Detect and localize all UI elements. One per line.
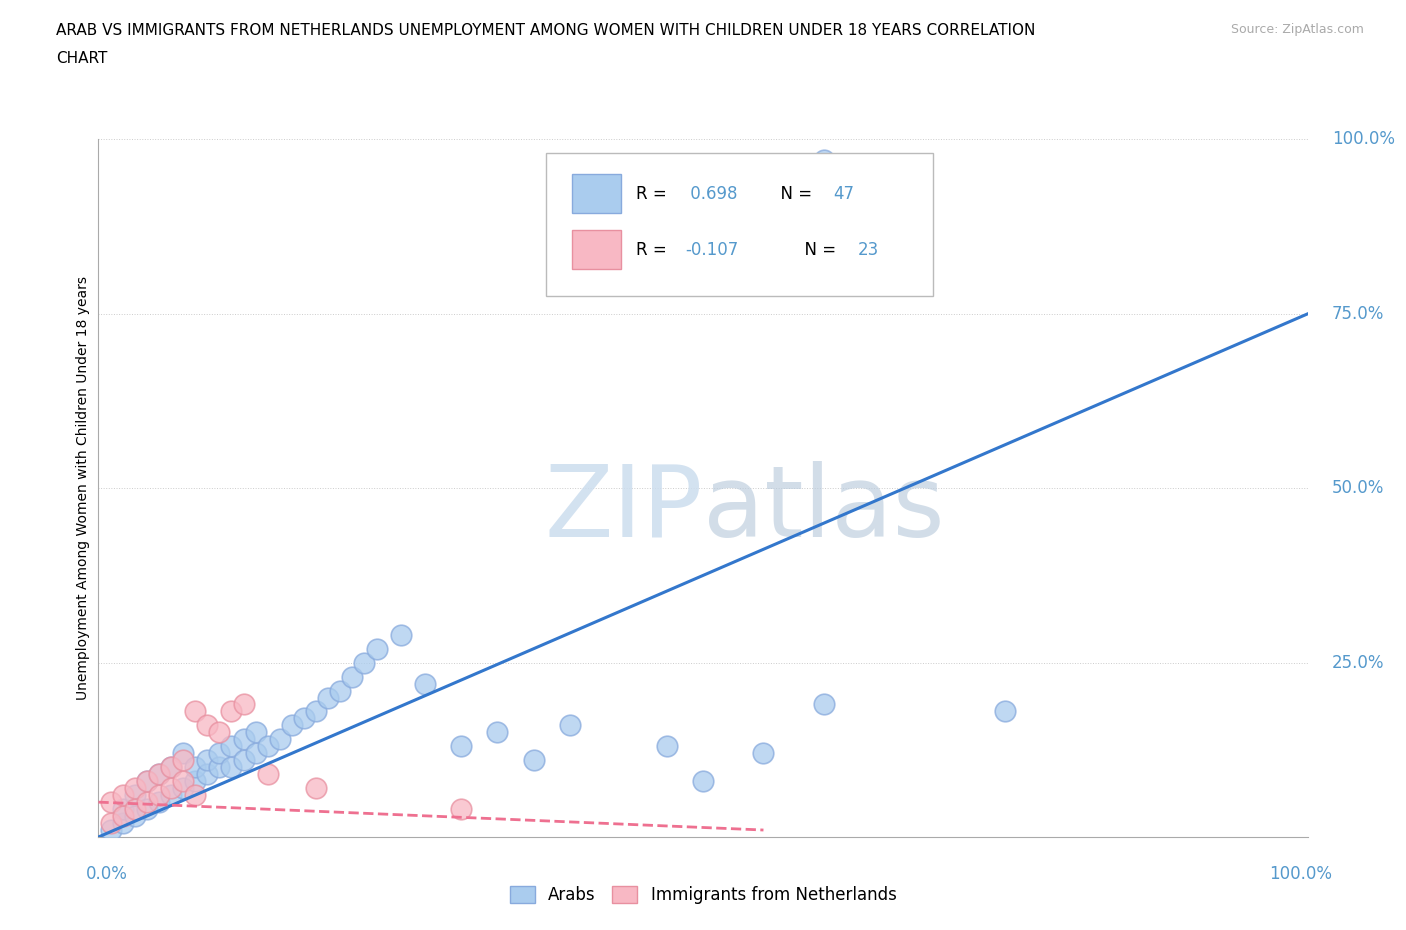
Point — [221, 738, 243, 753]
Point — [256, 766, 278, 781]
Point — [292, 711, 315, 725]
Point — [450, 738, 472, 753]
Point — [148, 766, 170, 781]
Point — [100, 823, 122, 837]
Point — [305, 781, 328, 796]
Point — [172, 746, 194, 761]
Point — [305, 704, 328, 719]
Point — [353, 655, 375, 670]
Text: Source: ZipAtlas.com: Source: ZipAtlas.com — [1230, 23, 1364, 36]
Point — [655, 738, 678, 753]
Point — [124, 788, 146, 803]
Point — [172, 753, 194, 768]
Point — [124, 809, 146, 824]
Point — [208, 746, 231, 761]
Point — [245, 746, 267, 761]
Point — [221, 704, 243, 719]
Point — [752, 746, 775, 761]
FancyBboxPatch shape — [572, 231, 621, 269]
Point — [124, 781, 146, 796]
Point — [523, 753, 546, 768]
Point — [184, 760, 207, 775]
Point — [135, 774, 157, 789]
Text: 100.0%: 100.0% — [1268, 865, 1331, 883]
Point — [100, 794, 122, 809]
Point — [111, 809, 134, 824]
Point — [269, 732, 291, 747]
Point — [486, 725, 509, 740]
Point — [111, 788, 134, 803]
Point — [195, 718, 218, 733]
Text: CHART: CHART — [56, 51, 108, 66]
Point — [232, 732, 254, 747]
Point — [195, 753, 218, 768]
Point — [389, 628, 412, 643]
Point — [413, 676, 436, 691]
Legend: Arabs, Immigrants from Netherlands: Arabs, Immigrants from Netherlands — [502, 878, 904, 912]
Text: 25.0%: 25.0% — [1331, 654, 1385, 671]
Point — [994, 704, 1017, 719]
Point — [232, 698, 254, 712]
Text: 75.0%: 75.0% — [1331, 305, 1384, 323]
Point — [184, 788, 207, 803]
Point — [160, 760, 183, 775]
Point — [148, 788, 170, 803]
Point — [135, 802, 157, 817]
Text: N =: N = — [769, 185, 817, 203]
Point — [232, 753, 254, 768]
Text: 0.698: 0.698 — [685, 185, 737, 203]
FancyBboxPatch shape — [572, 175, 621, 213]
Point — [148, 766, 170, 781]
Point — [124, 802, 146, 817]
Text: 23: 23 — [858, 241, 879, 259]
Point — [692, 774, 714, 789]
Point — [221, 760, 243, 775]
Point — [329, 683, 352, 698]
Point — [135, 774, 157, 789]
Text: 100.0%: 100.0% — [1331, 130, 1395, 149]
Text: R =: R = — [637, 185, 672, 203]
Point — [316, 690, 339, 705]
Point — [342, 670, 364, 684]
Point — [450, 802, 472, 817]
Point — [184, 704, 207, 719]
Point — [813, 698, 835, 712]
Text: ARAB VS IMMIGRANTS FROM NETHERLANDS UNEMPLOYMENT AMONG WOMEN WITH CHILDREN UNDER: ARAB VS IMMIGRANTS FROM NETHERLANDS UNEM… — [56, 23, 1036, 38]
Text: N =: N = — [793, 241, 841, 259]
Point — [184, 774, 207, 789]
Point — [100, 816, 122, 830]
Point — [135, 794, 157, 809]
Point — [813, 153, 835, 168]
Point — [366, 642, 388, 657]
Text: 0.0%: 0.0% — [86, 865, 128, 883]
Point — [208, 725, 231, 740]
Point — [256, 738, 278, 753]
Text: ZIP: ZIP — [544, 460, 703, 558]
Y-axis label: Unemployment Among Women with Children Under 18 years: Unemployment Among Women with Children U… — [76, 276, 90, 700]
Text: 50.0%: 50.0% — [1331, 479, 1384, 498]
Point — [208, 760, 231, 775]
Point — [148, 794, 170, 809]
Point — [195, 766, 218, 781]
Point — [172, 781, 194, 796]
Text: R =: R = — [637, 241, 672, 259]
Point — [160, 760, 183, 775]
Text: atlas: atlas — [703, 460, 945, 558]
Point — [111, 816, 134, 830]
FancyBboxPatch shape — [546, 153, 932, 297]
Point — [111, 802, 134, 817]
Point — [172, 774, 194, 789]
Point — [160, 781, 183, 796]
Point — [160, 788, 183, 803]
Point — [245, 725, 267, 740]
Point — [281, 718, 304, 733]
Text: 47: 47 — [834, 185, 855, 203]
Text: -0.107: -0.107 — [685, 241, 738, 259]
Point — [558, 718, 581, 733]
